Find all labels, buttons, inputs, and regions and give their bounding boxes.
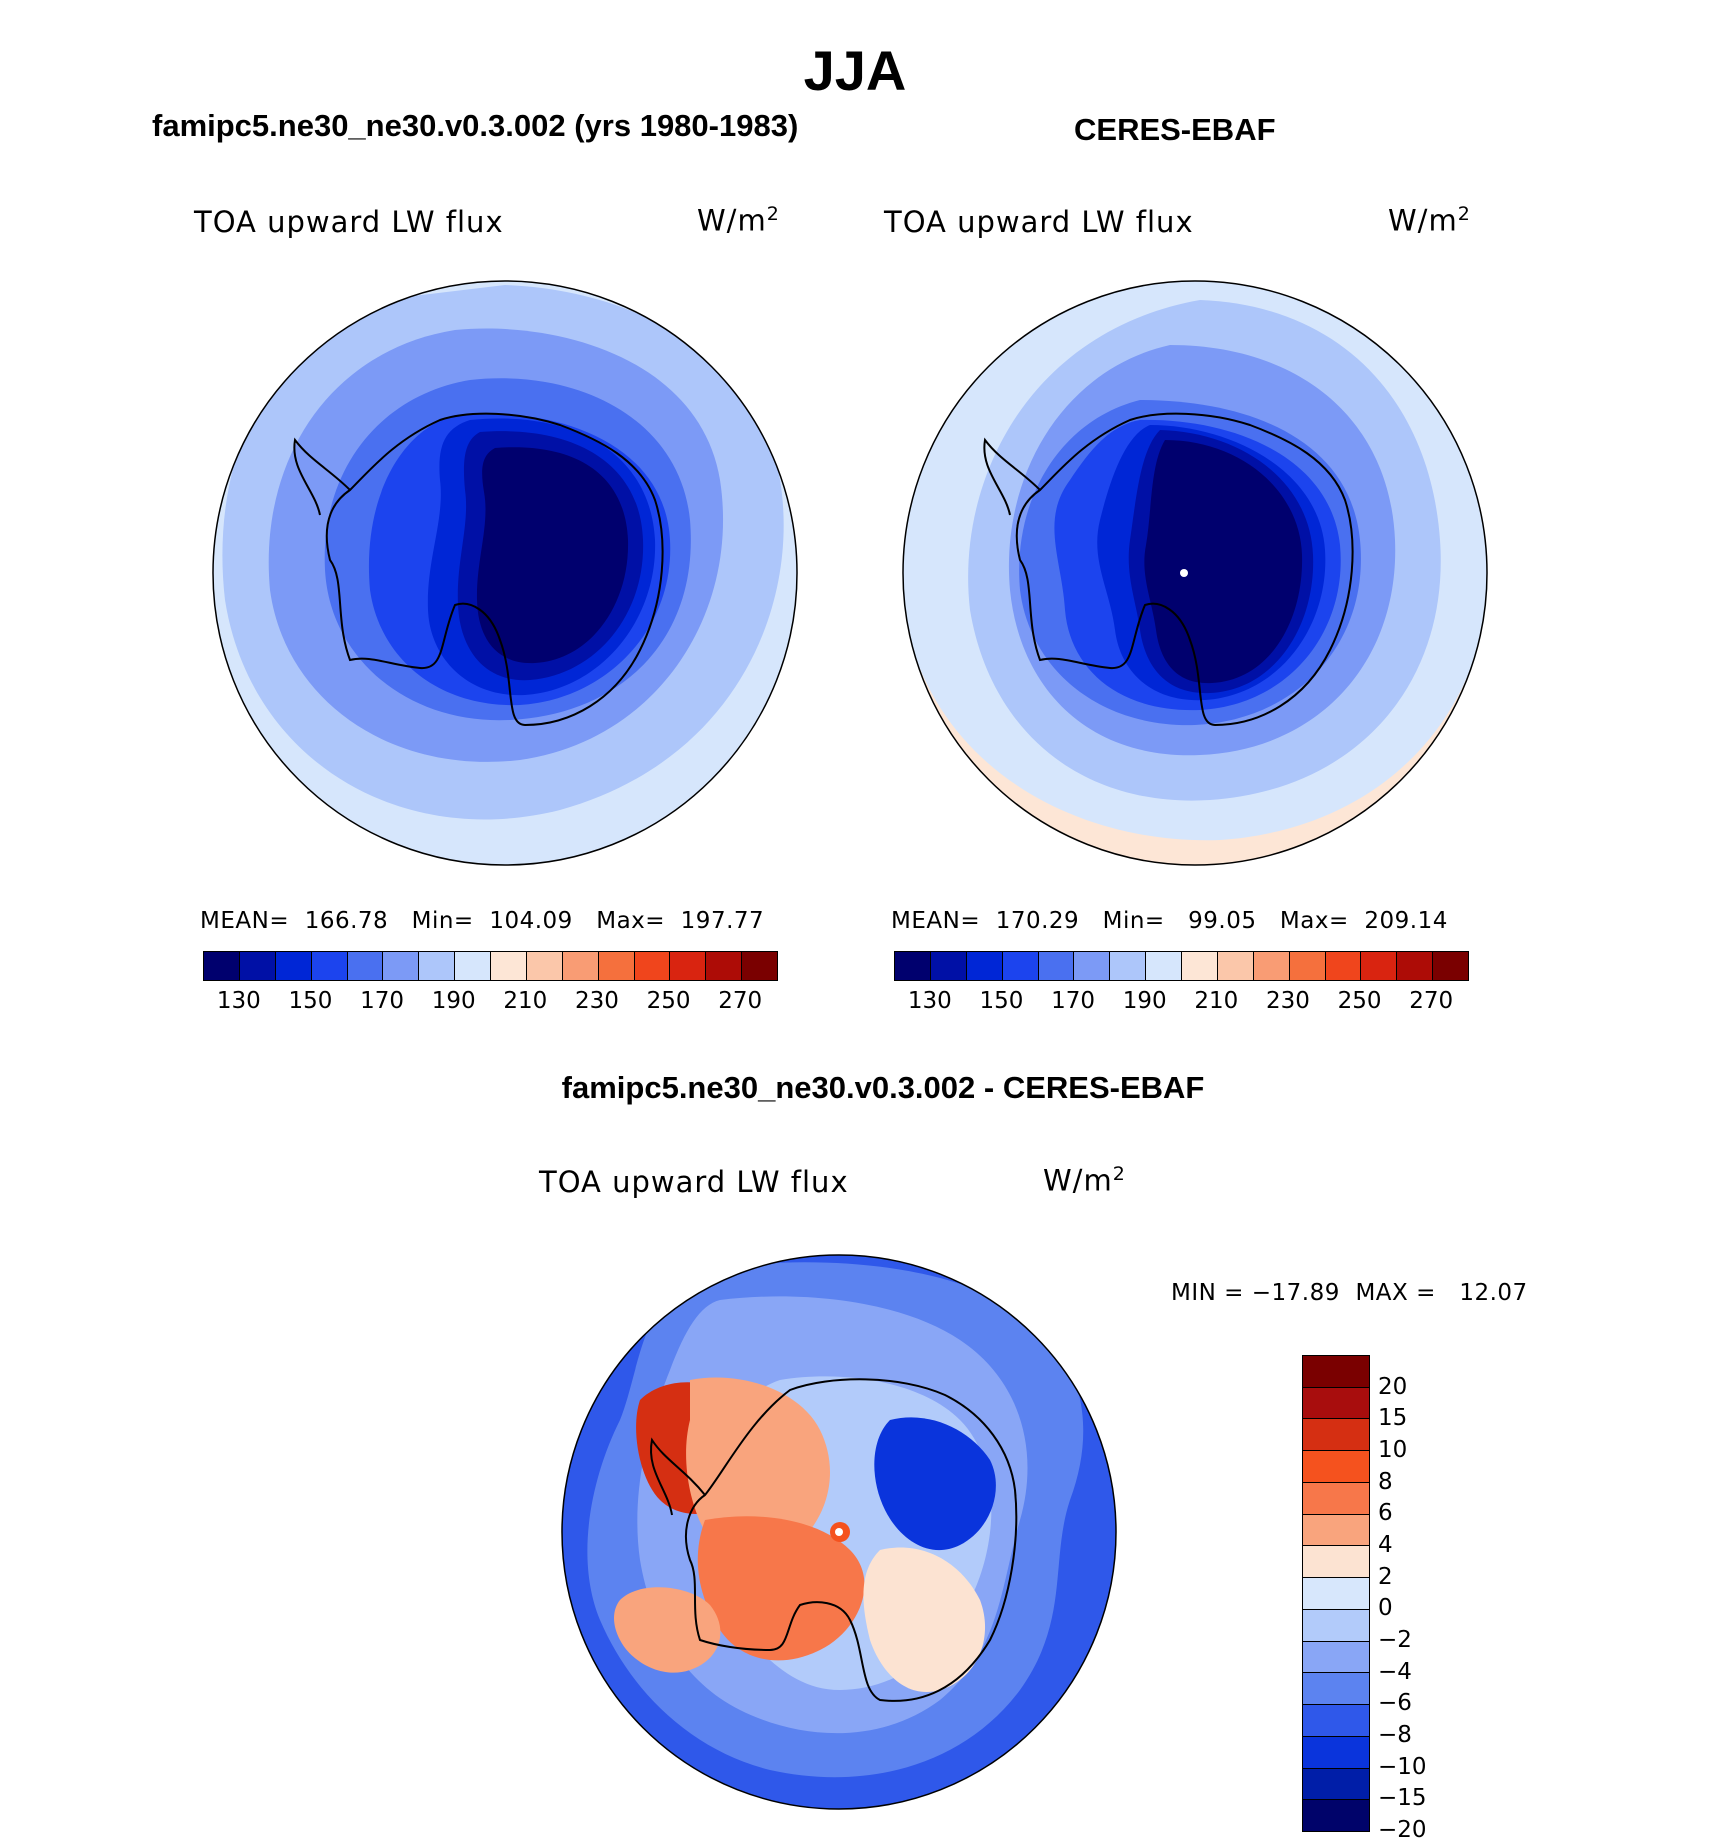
colorbar-swatch <box>1303 1768 1369 1801</box>
colorbar-swatch <box>1146 952 1182 980</box>
colorbar-tick-label: 230 <box>1265 988 1310 1014</box>
panel-1-colorbar <box>203 951 778 981</box>
colorbar-swatch <box>526 952 563 980</box>
colorbar-swatch <box>598 952 635 980</box>
colorbar-swatch <box>1361 952 1398 980</box>
colorbar-swatch <box>275 952 312 980</box>
colorbar-tick-label: 130 <box>907 988 952 1014</box>
diff-stats: MIN = −17.89 MAX = 12.07 <box>1171 1280 1528 1306</box>
colorbar-tick-label: 15 <box>1378 1405 1408 1432</box>
colorbar-swatch <box>204 952 240 980</box>
panel-2-units: W/m2 <box>1388 203 1471 238</box>
colorbar-tick-label: 0 <box>1378 1595 1393 1622</box>
colorbar-tick-label: −10 <box>1378 1753 1427 1780</box>
colorbar-tick-label: 270 <box>718 988 763 1014</box>
colorbar-swatch <box>1253 952 1290 980</box>
colorbar-swatch <box>1303 1546 1369 1579</box>
colorbar-tick-label: 8 <box>1378 1468 1393 1495</box>
colorbar-swatch <box>1303 1419 1369 1452</box>
colorbar-tick-label: 150 <box>979 988 1024 1014</box>
colorbar-swatch <box>239 952 276 980</box>
page-title: JJA <box>803 39 907 102</box>
colorbar-swatch <box>706 952 743 980</box>
colorbar-tick-label: 2 <box>1378 1563 1393 1590</box>
colorbar-tick-label: 150 <box>288 988 333 1014</box>
colorbar-tick-label: 170 <box>1051 988 1096 1014</box>
colorbar-swatch <box>1303 1673 1369 1706</box>
colorbar-swatch <box>1110 952 1147 980</box>
colorbar-swatch <box>966 952 1003 980</box>
colorbar-tick-label: 20 <box>1378 1373 1408 1400</box>
colorbar-swatch <box>1303 1387 1369 1420</box>
colorbar-tick-label: 130 <box>216 988 261 1014</box>
colorbar-swatch <box>1289 952 1326 980</box>
colorbar-tick-label: 190 <box>431 988 476 1014</box>
colorbar-tick-label: 10 <box>1378 1437 1408 1463</box>
colorbar-tick-label: 210 <box>1194 988 1239 1014</box>
colorbar-swatch <box>455 952 491 980</box>
panel-2-colorbar <box>894 951 1469 981</box>
colorbar-swatch <box>491 952 527 980</box>
colorbar-swatch <box>1002 952 1039 980</box>
panel-1-stats: MEAN= 166.78 Min= 104.09 Max= 197.77 <box>200 908 765 934</box>
colorbar-tick-label: 6 <box>1378 1500 1393 1527</box>
colorbar-tick-label: −6 <box>1378 1690 1412 1717</box>
colorbar-swatch <box>1303 1482 1369 1515</box>
ceres-polar-map <box>902 280 1488 866</box>
colorbar-swatch <box>1217 952 1254 980</box>
panel-1-variable: TOA upward LW flux <box>194 205 504 239</box>
colorbar-swatch <box>1303 1356 1369 1388</box>
colorbar-swatch <box>1303 1800 1369 1832</box>
diff-title: famipc5.ne30_ne30.v0.3.002 - CERES-EBAF <box>561 1070 1205 1105</box>
colorbar-tick-label: −2 <box>1378 1627 1412 1653</box>
colorbar-tick-label: −4 <box>1378 1658 1412 1685</box>
diff-variable: TOA upward LW flux <box>539 1165 849 1199</box>
colorbar-swatch <box>1303 1578 1369 1610</box>
colorbar-swatch <box>742 952 777 980</box>
colorbar-tick-label: −15 <box>1378 1785 1427 1812</box>
colorbar-swatch <box>895 952 931 980</box>
panel-2-variable: TOA upward LW flux <box>884 205 1194 239</box>
panel-2-stats: MEAN= 170.29 Min= 99.05 Max= 209.14 <box>891 908 1448 934</box>
colorbar-swatch <box>1325 952 1362 980</box>
panel-1-units: W/m2 <box>697 203 780 238</box>
colorbar-swatch <box>419 952 456 980</box>
colorbar-swatch <box>1303 1641 1369 1674</box>
panel-2-title: CERES-EBAF <box>1074 112 1276 147</box>
colorbar-swatch <box>670 952 707 980</box>
colorbar-swatch <box>1303 1514 1369 1547</box>
colorbar-tick-label: 210 <box>503 988 548 1014</box>
colorbar-swatch <box>1303 1451 1369 1483</box>
colorbar-swatch <box>1433 952 1468 980</box>
colorbar-tick-label: 250 <box>646 988 691 1014</box>
colorbar-tick-label: 250 <box>1337 988 1382 1014</box>
colorbar-swatch <box>1397 952 1434 980</box>
colorbar-tick-label: 190 <box>1122 988 1167 1014</box>
colorbar-swatch <box>1074 952 1111 980</box>
colorbar-swatch <box>1303 1609 1369 1642</box>
colorbar-swatch <box>1038 952 1075 980</box>
colorbar-swatch <box>1182 952 1218 980</box>
colorbar-swatch <box>1303 1705 1369 1737</box>
colorbar-swatch <box>634 952 671 980</box>
colorbar-tick-label: 230 <box>574 988 619 1014</box>
diff-colorbar <box>1302 1355 1370 1832</box>
colorbar-swatch <box>1303 1736 1369 1769</box>
colorbar-swatch <box>562 952 599 980</box>
colorbar-swatch <box>347 952 384 980</box>
colorbar-tick-label: 4 <box>1378 1532 1393 1558</box>
colorbar-tick-label: 170 <box>360 988 405 1014</box>
diff-units: W/m2 <box>1043 1163 1126 1198</box>
panel-1-title: famipc5.ne30_ne30.v0.3.002 (yrs 1980-198… <box>152 108 799 143</box>
model-polar-map <box>212 280 798 866</box>
colorbar-tick-label: 270 <box>1409 988 1454 1014</box>
colorbar-swatch <box>311 952 348 980</box>
colorbar-swatch <box>930 952 967 980</box>
colorbar-tick-label: −8 <box>1378 1722 1412 1748</box>
colorbar-swatch <box>383 952 420 980</box>
colorbar-tick-label: −20 <box>1378 1817 1427 1843</box>
